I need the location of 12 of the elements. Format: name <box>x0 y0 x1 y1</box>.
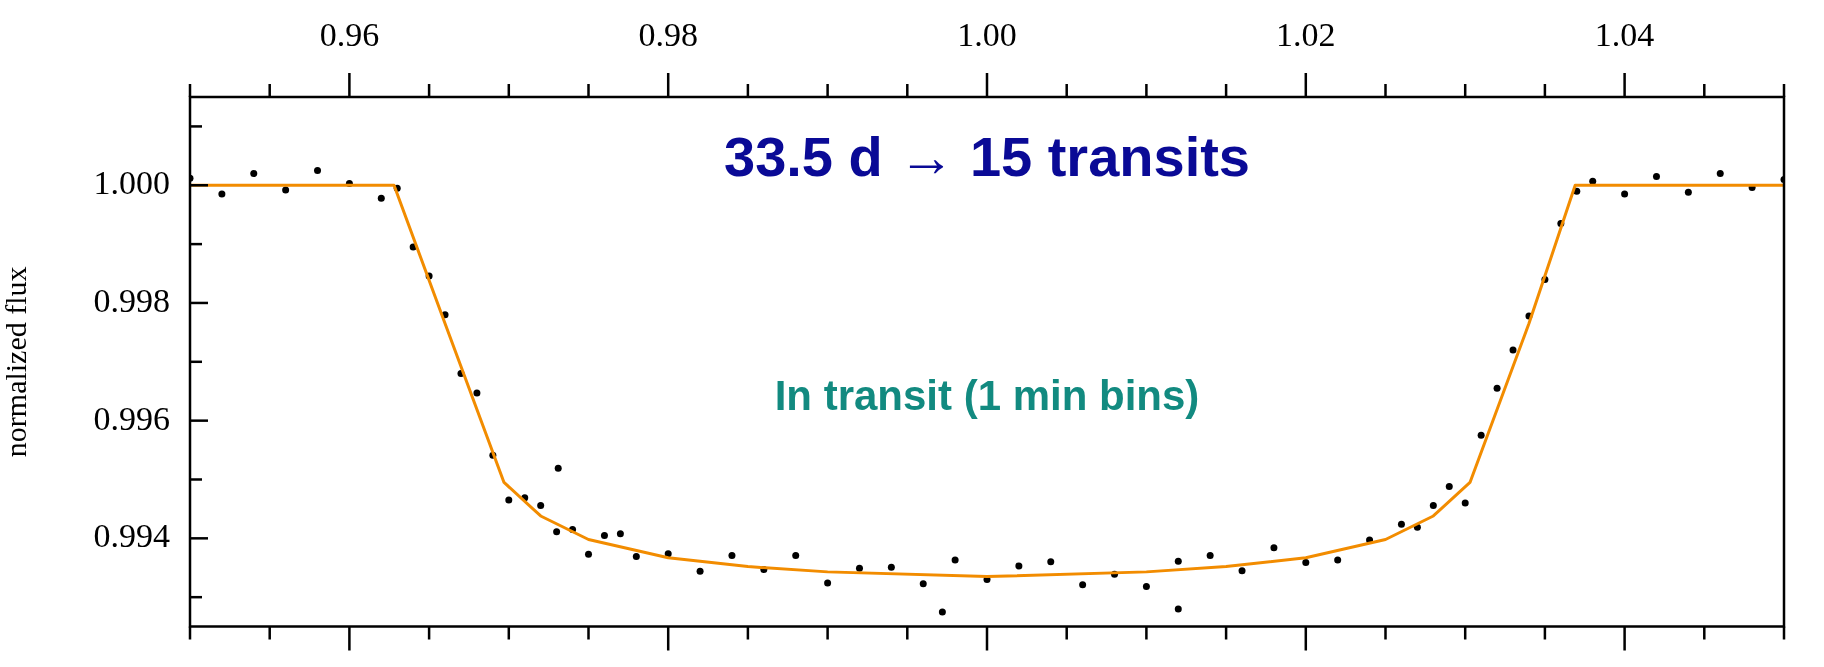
x-tick-label: 1.00 <box>957 15 1017 53</box>
x-tick-label: 1.02 <box>1276 15 1336 53</box>
x-tick-label: 1.04 <box>1594 15 1655 53</box>
y-tick-label: 0.996 <box>93 399 170 437</box>
x-tick-label: 0.96 <box>319 15 380 53</box>
y-tick-label: 1.000 <box>93 164 170 202</box>
y-tick-label: 0.994 <box>93 517 170 555</box>
y-axis-title: normalized flux <box>0 266 32 458</box>
y-tick-label: 0.998 <box>93 281 170 319</box>
annotation: In transit (1 min bins) <box>774 372 1200 420</box>
x-tick-label: 0.98 <box>638 15 698 53</box>
annotation: 33.5 d → 15 transits <box>723 124 1251 188</box>
